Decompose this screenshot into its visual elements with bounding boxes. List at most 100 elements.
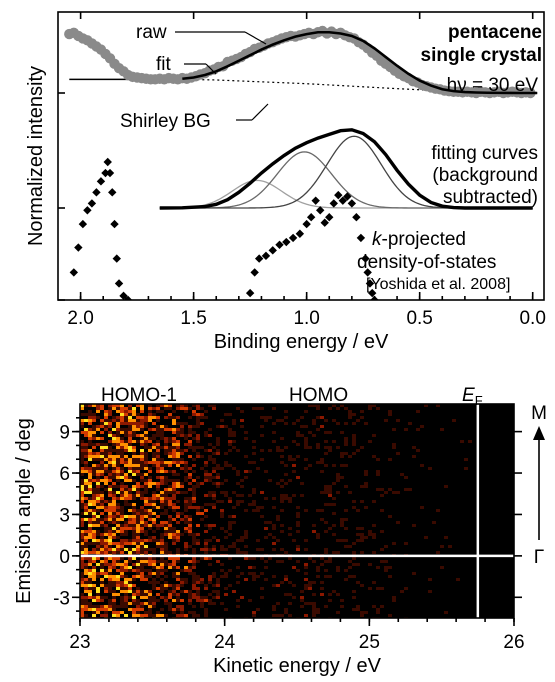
heatmap-cell — [116, 476, 120, 479]
heatmap-cell — [380, 560, 384, 563]
heatmap-cell — [108, 404, 112, 407]
heatmap-cell — [360, 410, 364, 413]
heatmap-cell — [192, 458, 196, 461]
heatmap-cell — [304, 563, 308, 566]
kdos-point — [261, 251, 271, 261]
heatmap-cell — [80, 488, 84, 491]
kdos-point — [245, 288, 255, 298]
heatmap-cell — [164, 575, 168, 578]
heatmap-cell — [112, 497, 116, 500]
heatmap-cell — [140, 419, 144, 422]
heatmap-cell — [120, 584, 124, 587]
heatmap-cell — [148, 518, 152, 521]
heatmap-cell — [392, 443, 396, 446]
heatmap-cell — [252, 461, 256, 464]
heatmap-cell — [92, 431, 96, 434]
heatmap-cell — [100, 542, 104, 545]
heatmap-cell — [136, 428, 140, 431]
heatmap-cell — [140, 428, 144, 431]
heatmap-cell — [172, 410, 176, 413]
heatmap-cell — [92, 530, 96, 533]
heatmap-cell — [172, 431, 176, 434]
heatmap-cell — [128, 467, 132, 470]
heatmap-cell — [228, 431, 232, 434]
heatmap-cell — [248, 470, 252, 473]
heatmap-cell — [144, 452, 148, 455]
heatmap-cell — [124, 599, 128, 602]
heatmap-cell — [128, 443, 132, 446]
heatmap-cell — [128, 488, 132, 491]
heatmap-cell — [324, 605, 328, 608]
heatmap-cell — [160, 587, 164, 590]
heatmap-cell — [180, 431, 184, 434]
heatmap-cell — [136, 422, 140, 425]
heatmap-cell — [108, 515, 112, 518]
heatmap-cell — [92, 479, 96, 482]
heatmap-cell — [164, 563, 168, 566]
heatmap-cell — [80, 413, 84, 416]
heatmap-cell — [164, 581, 168, 584]
heatmap-cell — [168, 506, 172, 509]
heatmap-cell — [152, 461, 156, 464]
heatmap-cell — [192, 437, 196, 440]
heatmap-cell — [124, 596, 128, 599]
heatmap-cell — [324, 503, 328, 506]
heatmap-cell — [88, 512, 92, 515]
heatmap-cell — [92, 539, 96, 542]
heatmap-cell — [100, 485, 104, 488]
heatmap-cell — [140, 425, 144, 428]
kdos-point — [316, 206, 325, 215]
heatmap-cell — [368, 440, 372, 443]
heatmap-cell — [184, 491, 188, 494]
heatmap-cell — [192, 578, 196, 581]
heatmap-cell — [220, 419, 224, 422]
heatmap-cell — [444, 485, 448, 488]
heatmap-cell — [236, 494, 240, 497]
heatmap-cell — [116, 458, 120, 461]
heatmap-cell — [224, 548, 228, 551]
heatmap-cell — [80, 506, 84, 509]
heatmap-cell — [412, 524, 416, 527]
heatmap-cell — [280, 449, 284, 452]
heatmap-cell — [176, 434, 180, 437]
heatmap-cell — [160, 410, 164, 413]
heatmap-cell — [104, 410, 108, 413]
heatmap-cell — [216, 443, 220, 446]
heatmap-cell — [252, 578, 256, 581]
heatmap-cell — [236, 503, 240, 506]
heatmap-cell — [388, 575, 392, 578]
heatmap-cell — [104, 533, 108, 536]
heatmap-cell — [168, 590, 172, 593]
heatmap-cell — [296, 530, 300, 533]
heatmap-cell — [164, 560, 168, 563]
heatmap-cell — [296, 569, 300, 572]
heatmap-cell — [156, 494, 160, 497]
heatmap-cell — [192, 614, 196, 617]
heatmap-cell — [248, 599, 252, 602]
heatmap-cell — [184, 470, 188, 473]
heatmap-cell — [212, 461, 216, 464]
heatmap-cell — [116, 425, 120, 428]
heatmap-cell — [120, 470, 124, 473]
heatmap-cell — [80, 443, 84, 446]
heatmap-cell — [108, 569, 112, 572]
heatmap-cell — [116, 497, 120, 500]
heatmap-cell — [196, 416, 200, 419]
heatmap-cell — [80, 539, 84, 542]
kdos-point — [114, 279, 124, 288]
heatmap-cell — [200, 557, 204, 560]
label-photon-energy: hν = 30 eV — [447, 75, 539, 96]
heatmap-cell — [444, 536, 448, 539]
heatmap-cell — [376, 473, 380, 476]
heatmap-cell — [144, 479, 148, 482]
heatmap-cell — [188, 524, 192, 527]
heatmap-cell — [260, 458, 264, 461]
heatmap-cell — [124, 503, 128, 506]
kdos-point — [87, 199, 97, 208]
heatmap-cell — [152, 500, 156, 503]
heatmap-cell — [388, 413, 392, 416]
heatmap-y-tick-label: 3 — [59, 505, 70, 526]
heatmap-cell — [116, 518, 120, 521]
heatmap-cell — [220, 602, 224, 605]
heatmap-cell — [116, 467, 120, 470]
